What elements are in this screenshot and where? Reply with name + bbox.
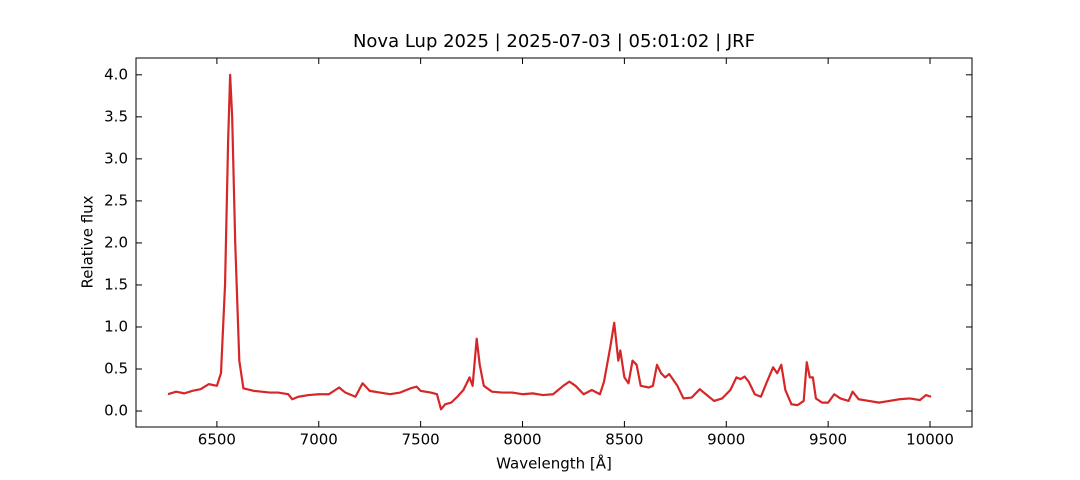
x-tick-label: 6500 xyxy=(198,431,236,449)
y-tick-label: 4.0 xyxy=(104,65,128,83)
x-tick-label: 9000 xyxy=(707,431,745,449)
x-tick-label: 10000 xyxy=(906,431,954,449)
y-tick-label: 3.5 xyxy=(104,107,128,125)
y-axis-label: Relative flux xyxy=(79,195,97,288)
spectrum-line xyxy=(167,73,932,411)
y-tick-label: 0.0 xyxy=(104,402,128,420)
x-tick-label: 9500 xyxy=(809,431,847,449)
x-axis-label: Wavelength [Å] xyxy=(496,454,612,473)
x-tick-label: 8500 xyxy=(605,431,643,449)
y-tick-label: 1.0 xyxy=(104,317,128,335)
y-tick-label: 2.5 xyxy=(104,191,128,209)
y-tick-label: 3.0 xyxy=(104,149,128,167)
x-tick-label: 8000 xyxy=(503,431,541,449)
y-tick-label: 2.0 xyxy=(104,233,128,251)
y-tick-label: 1.5 xyxy=(104,275,128,293)
x-tick-label: 7500 xyxy=(402,431,440,449)
chart-title: Nova Lup 2025 | 2025-07-03 | 05:01:02 | … xyxy=(353,31,755,52)
x-tick-label: 7000 xyxy=(300,431,338,449)
y-tick-label: 0.5 xyxy=(104,360,128,378)
plot-frame xyxy=(135,57,973,428)
